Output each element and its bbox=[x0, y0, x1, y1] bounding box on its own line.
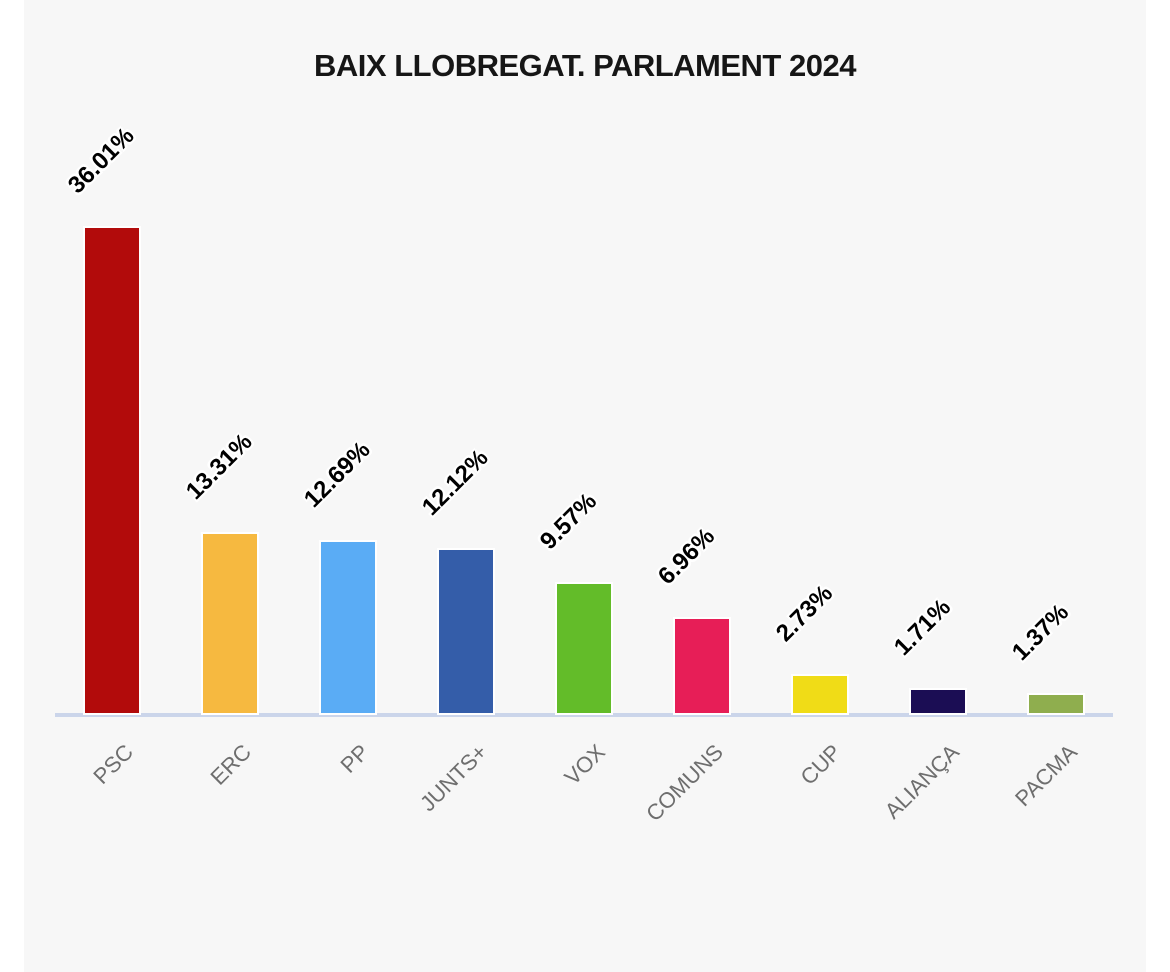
bar-ERC bbox=[203, 534, 257, 713]
left-margin-strip bbox=[0, 0, 24, 972]
bar-PSC bbox=[85, 228, 139, 713]
bar-PP bbox=[321, 542, 375, 713]
bar-CUP bbox=[793, 676, 847, 713]
bar-ALIANÇA bbox=[911, 690, 965, 713]
bar-COMUNS bbox=[675, 619, 729, 713]
right-margin-strip bbox=[1146, 0, 1170, 972]
bar-PACMA bbox=[1029, 695, 1083, 713]
chart-title: BAIX LLOBREGAT. PARLAMENT 2024 bbox=[314, 48, 856, 83]
bar-JUNTS+ bbox=[439, 550, 493, 713]
chart-canvas-background bbox=[24, 0, 1146, 972]
bar-VOX bbox=[557, 584, 611, 713]
x-axis-line bbox=[55, 713, 1113, 717]
